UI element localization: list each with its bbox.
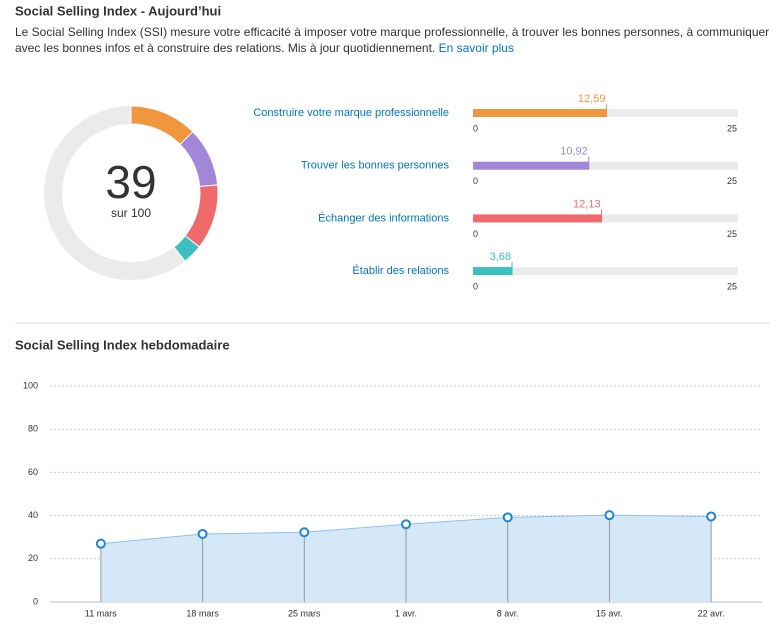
point — [197, 528, 208, 539]
category-label: Établir des relations — [352, 264, 449, 277]
description: avec les bonnes infos et à construire de… — [15, 41, 514, 55]
bar — [473, 267, 513, 276]
x-tick-label: 0 — [473, 281, 478, 291]
bar — [473, 214, 602, 223]
category-label: Trouver les bonnes personnes — [301, 160, 450, 172]
value-label: 12,59 — [578, 93, 606, 105]
point — [401, 519, 411, 530]
y-tick-label: 60 — [28, 467, 38, 477]
donut-segment — [173, 235, 200, 262]
x-tick-label: 25 — [727, 229, 737, 239]
category-label: Échanger des informations — [318, 211, 449, 224]
score-label: sur 100 — [111, 206, 151, 220]
point — [95, 538, 106, 549]
x-tick-label: 25 mars — [288, 608, 321, 618]
value-label: 3,68 — [490, 251, 511, 263]
bar-track — [473, 267, 738, 276]
x-tick-label: 18 mars — [186, 608, 219, 618]
donut-segment — [179, 131, 219, 188]
x-tick-label: 22 avr. — [698, 608, 725, 618]
x-tick-label: 8 avr. — [497, 608, 519, 618]
y-tick-label: 20 — [28, 553, 38, 563]
title: Social Selling Index - Aujourd’hui — [15, 3, 221, 18]
x-tick-label: 0 — [473, 176, 478, 186]
description: Le Social Selling Index (SSI) mesure vot… — [15, 25, 769, 39]
point — [502, 512, 513, 523]
point — [706, 511, 717, 522]
donut-segment — [130, 105, 194, 146]
bar-track — [473, 214, 738, 223]
y-tick-label: 100 — [23, 380, 38, 390]
bar-track — [473, 161, 738, 170]
donut-segment — [184, 184, 219, 248]
chart-title: Social Selling Index hebdomadaire — [15, 337, 230, 352]
category-label: Construire votre marque professionnelle — [253, 107, 449, 119]
x-tick-label: 11 mars — [85, 608, 117, 618]
bar — [473, 161, 589, 170]
y-tick-label: 0 — [33, 596, 38, 606]
bar — [473, 109, 607, 117]
point — [604, 510, 615, 521]
score: 39 — [105, 156, 156, 208]
x-tick-label: 1 avr. — [395, 608, 417, 618]
x-tick-label: 0 — [473, 123, 478, 133]
y-tick-label: 80 — [28, 424, 38, 434]
x-tick-label: 25 — [727, 281, 737, 291]
point — [299, 527, 310, 538]
x-tick-label: 25 — [727, 123, 737, 133]
x-tick-label: 0 — [473, 229, 478, 239]
value-label: 12,13 — [573, 198, 601, 210]
value-label: 10,92 — [560, 146, 588, 158]
x-tick-label: 25 — [727, 176, 737, 186]
link[interactable]: En savoir plus — [439, 41, 514, 55]
x-tick-label: 15 avr. — [596, 608, 623, 618]
y-tick-label: 40 — [28, 510, 38, 520]
description-line: avec les bonnes infos et à construire de… — [15, 41, 435, 55]
